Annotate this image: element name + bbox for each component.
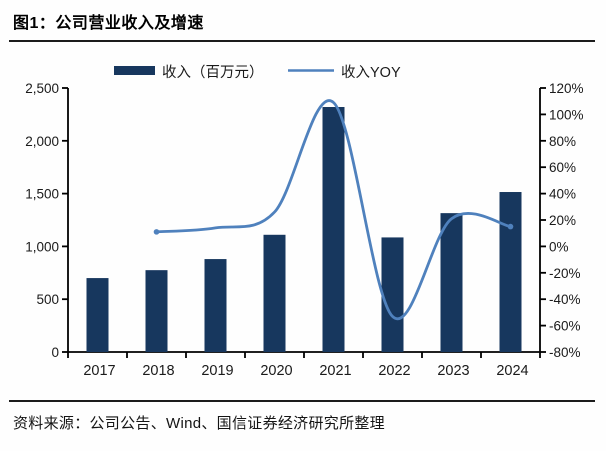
y-axis-left: 0 500 1,000 1,500 2,000 2,500 [25,81,68,360]
bar-2021 [322,107,345,352]
x-tick-label: 2017 [83,363,115,379]
y-left-tick-label: 2,000 [25,134,59,149]
y-right-tick-label: 120% [549,81,584,96]
x-tick-label: 2021 [319,363,351,379]
y-left-tick-label: 0 [51,345,59,360]
yoy-line-path [155,99,512,321]
x-axis: 2017 2018 2019 2020 2021 2022 2023 2024 [67,352,541,379]
y-left-tick-label: 2,500 [25,81,59,96]
figure-title: 图1：公司营业收入及增速 [13,15,204,32]
bar-2017 [86,278,109,352]
x-tick-label: 2023 [437,363,469,379]
yoy-line [153,99,514,321]
x-tick-label: 2018 [142,363,174,379]
y-left-tick-label: 500 [36,292,59,307]
yoy-line-endpoint [507,223,514,230]
y-left-tick-label: 1,000 [25,239,59,254]
bar-2020 [263,234,286,352]
legend-bar-swatch [114,66,155,75]
y-right-tick-label: 60% [549,160,576,175]
y-right-tick-label: 0% [549,239,569,254]
revenue-bars [86,107,522,352]
axes [67,88,541,353]
title-divider [9,40,595,42]
y-right-tick-label: -40% [549,292,581,307]
legend-line-label: 收入YOY [341,64,401,81]
revenue-growth-chart: 收入（百万元） 收入YOY 0 500 1,000 1,500 2,000 2,500 -80%… [25,64,584,379]
legend: 收入（百万元） 收入YOY [114,64,401,81]
bar-2024 [499,192,522,352]
x-tick-label: 2020 [260,363,292,379]
y-right-tick-label: -80% [549,345,581,360]
y-right-tick-label: 80% [549,134,576,149]
y-right-tick-label: -20% [549,266,581,281]
bar-2019 [204,259,227,352]
legend-bar-label: 收入（百万元） [162,64,264,81]
bar-2018 [145,270,168,352]
yoy-line-endpoint [153,229,160,235]
y-axis-right: -80% -60% -40% -20% 0% 20% 40% 60% 80% 100% 120% [540,81,584,360]
y-left-tick-label: 1,500 [25,187,59,202]
footer-divider [9,400,595,402]
x-tick-label: 2019 [201,363,233,379]
bar-2022 [381,237,404,352]
y-right-tick-label: -60% [549,319,581,334]
y-right-tick-label: 20% [549,213,576,228]
y-right-tick-label: 100% [549,107,584,122]
bar-2023 [440,213,463,352]
x-tick-label: 2022 [378,363,410,379]
source-note: 资料来源：公司公告、Wind、国信证券经济研究所整理 [13,415,385,432]
x-tick-label: 2024 [496,363,528,379]
y-right-tick-label: 40% [549,187,576,202]
